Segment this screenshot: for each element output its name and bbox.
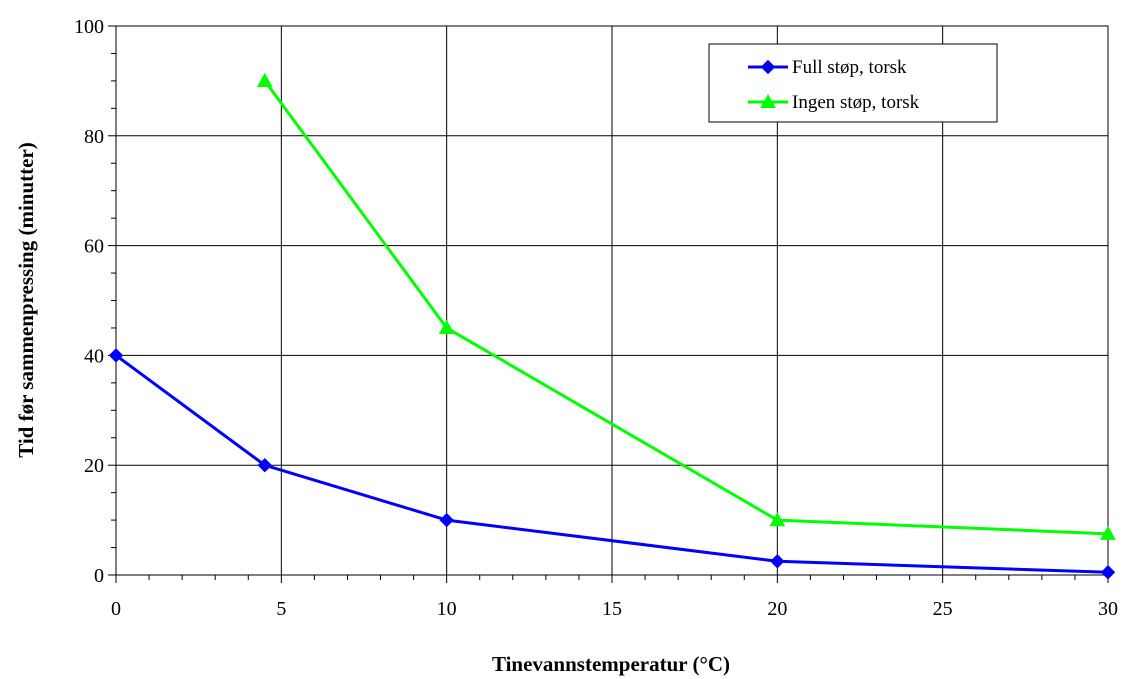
- x-tick-label: 20: [767, 598, 787, 620]
- data-point: [257, 457, 273, 473]
- series-line: [263, 80, 1109, 536]
- x-tick-label: 10: [437, 598, 457, 620]
- legend-marker: [760, 59, 776, 75]
- series-1: [108, 348, 1116, 580]
- series-layer: [108, 72, 1116, 580]
- y-tick-label: 80: [84, 126, 104, 148]
- x-tick-label: 0: [111, 598, 121, 620]
- data-point: [770, 554, 785, 569]
- data-point: [256, 72, 273, 87]
- data-point: [108, 348, 124, 363]
- data-point: [1100, 525, 1116, 540]
- y-tick-label: 40: [84, 345, 104, 367]
- legend-entry: Ingen støp, torsk: [748, 92, 920, 113]
- y-tick-label: 60: [84, 236, 104, 258]
- legend-marker: [760, 93, 776, 109]
- y-tick-label: 100: [74, 16, 104, 38]
- series-2: [256, 72, 1116, 540]
- x-tick-label: 15: [602, 598, 622, 620]
- y-tick-label: 20: [84, 455, 104, 477]
- data-point: [438, 319, 455, 335]
- data-point: [1100, 565, 1116, 580]
- y-axis-title: Tid før sammenpressing (minutter): [14, 142, 38, 458]
- data-point: [439, 512, 454, 528]
- x-axis-title: Tinevannstemperatur (°C): [492, 652, 730, 676]
- legend-label: Full støp, torsk: [792, 57, 907, 78]
- x-tick-labels: 0 5 10 15 20 25 30: [111, 598, 1118, 620]
- data-point: [769, 512, 786, 527]
- x-tick-label: 5: [276, 598, 286, 620]
- x-tick-label: 25: [933, 598, 953, 620]
- legend-box: [708, 43, 998, 123]
- y-tick-labels: 0 20 40 60 80 100: [74, 16, 104, 587]
- legend-entry: Full støp, torsk: [748, 57, 907, 78]
- y-tick-label: 0: [94, 565, 104, 587]
- legend-label: Ingen støp, torsk: [792, 92, 920, 113]
- x-tick-label: 30: [1098, 598, 1118, 620]
- legend: Full støp, torsk Ingen støp, torsk: [708, 43, 998, 123]
